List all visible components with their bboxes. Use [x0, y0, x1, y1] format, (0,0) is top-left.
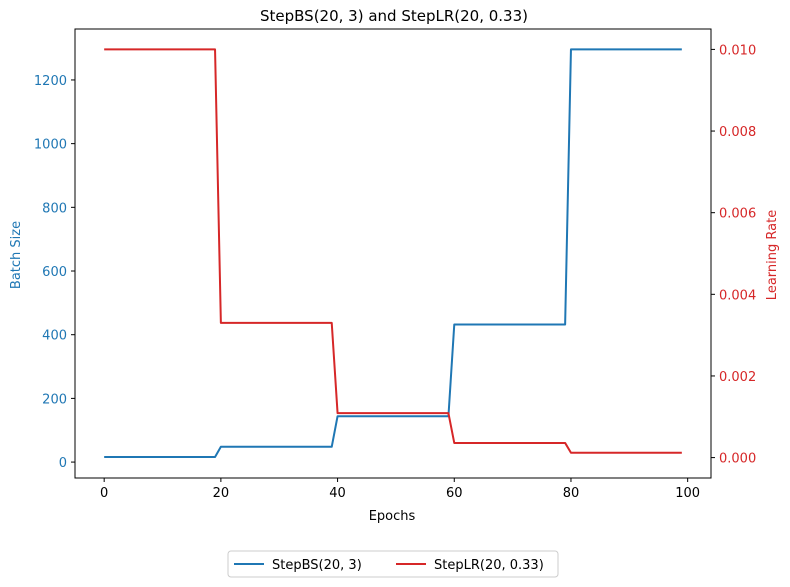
right-y-tick-label: 0.010: [719, 43, 756, 58]
plot-frame: [74, 28, 712, 479]
left-y-axis-label: Batch Size: [9, 221, 24, 289]
x-tick-label: 80: [563, 486, 580, 501]
left-y-tick-label: 600: [42, 265, 67, 280]
x-tick-label: 40: [329, 486, 346, 501]
legend-label: StepLR(20, 0.33): [434, 558, 544, 573]
x-tick-label: 60: [446, 486, 463, 501]
series-line-batch-size: [104, 48, 682, 458]
left-y-tick-label: 0: [59, 456, 67, 471]
left-y-tick-label: 400: [42, 329, 67, 344]
right-y-tick-label: 0.006: [719, 207, 756, 222]
right-y-tick-label: 0.008: [719, 125, 756, 140]
left-y-tick-label: 1000: [34, 138, 67, 153]
x-axis-label: Epochs: [369, 509, 416, 524]
left-y-tick-label: 200: [42, 392, 67, 407]
right-y-tick-label: 0.004: [719, 288, 756, 303]
legend-label: StepBS(20, 3): [272, 558, 362, 573]
x-tick-label: 0: [100, 486, 108, 501]
legend: StepBS(20, 3) StepLR(20, 0.33): [227, 550, 559, 578]
x-tick-label: 20: [213, 486, 230, 501]
right-y-tick-label: 0.000: [719, 452, 756, 467]
left-y-tick-label: 1200: [34, 74, 67, 89]
right-y-tick-label: 0.002: [719, 370, 756, 385]
chart-title: StepBS(20, 3) and StepLR(20, 0.33): [260, 7, 528, 25]
axes: 0 20 40 60 80 1000200400600800100012000.0000.…: [34, 28, 756, 501]
legend-box: [227, 550, 559, 578]
series-line-learning-rate: [104, 48, 682, 454]
plot-area: [104, 48, 682, 458]
right-y-axis-label: Learning Rate: [765, 210, 780, 300]
left-y-tick-label: 800: [42, 201, 67, 216]
x-tick-label: 100: [675, 486, 700, 501]
